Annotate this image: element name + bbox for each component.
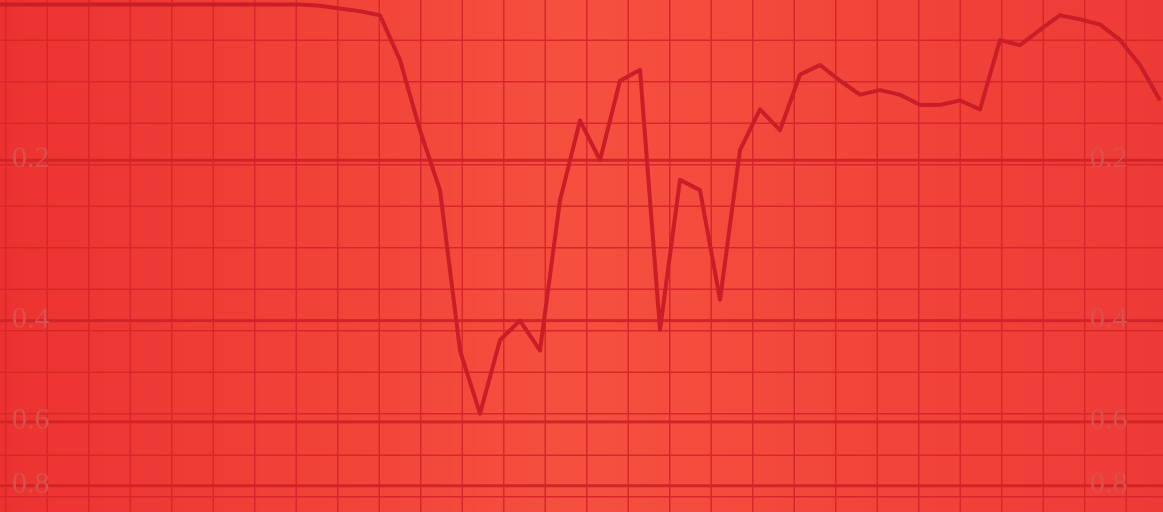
- y-tick-label-right: 0.2: [1090, 141, 1128, 174]
- y-tick-label: 0.2: [12, 141, 50, 174]
- y-tick-label-right: 0.8: [1090, 467, 1128, 500]
- y-tick-label-right: 0.4: [1090, 302, 1128, 335]
- y-tick-label: 0.4: [12, 302, 50, 335]
- y-tick-label: 0.6: [12, 403, 50, 436]
- spectrum-line: [0, 2, 1162, 416]
- y-tick-label: 0.8: [12, 467, 50, 500]
- y-tick-label-right: 0.6: [1090, 403, 1128, 436]
